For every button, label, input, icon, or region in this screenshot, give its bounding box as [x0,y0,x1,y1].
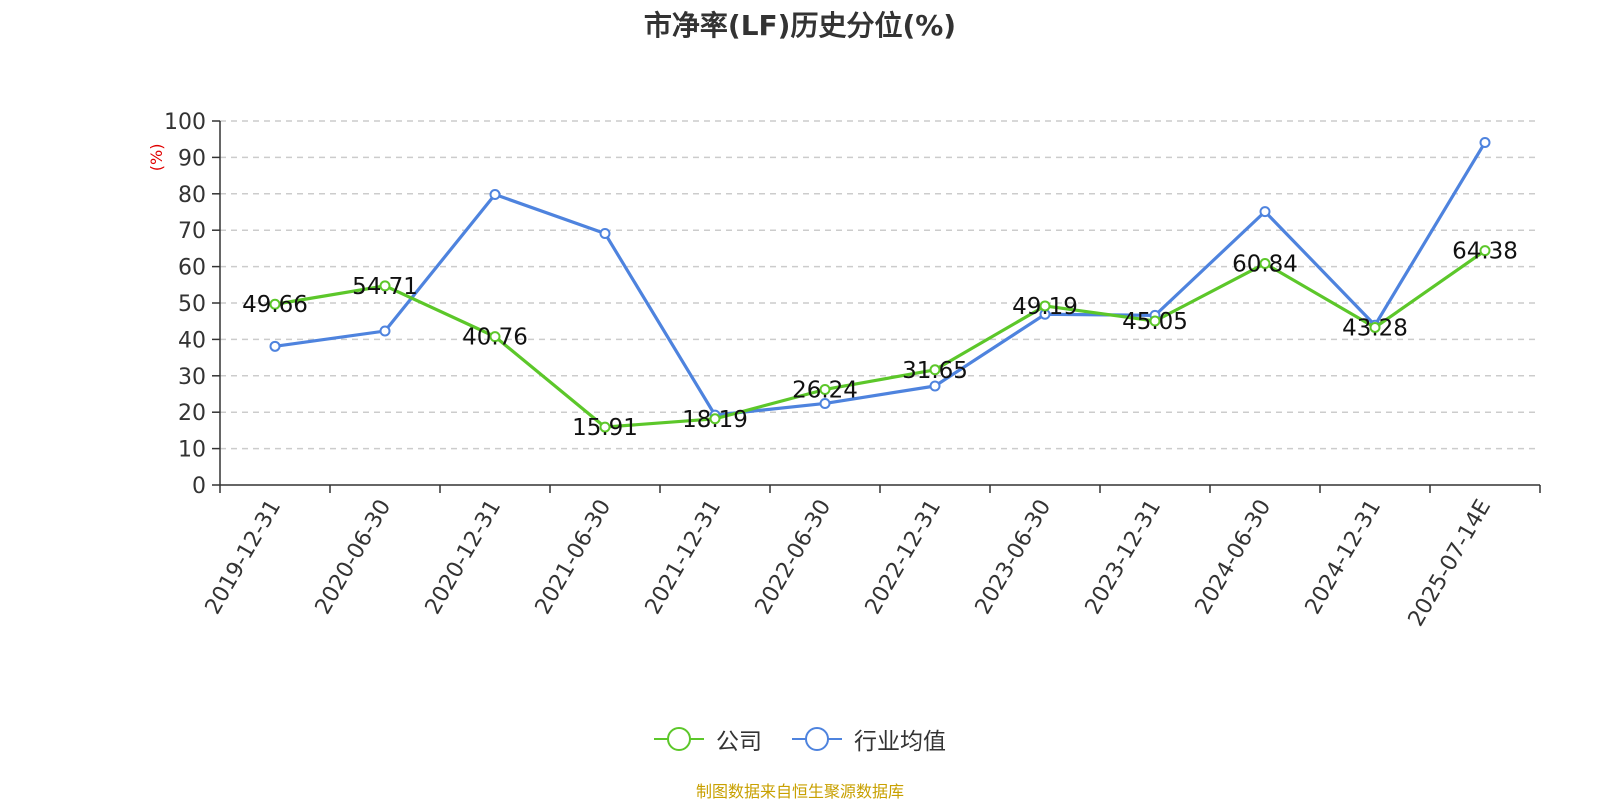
data-point [269,298,281,310]
x-tick-label: 2024-12-31 [1301,496,1387,619]
data-label: 26.24 [792,377,858,403]
y-tick-label: 40 [178,328,206,353]
axes: 0 10 20 30 40 50 60 70 80 90 100 (%) 2019-12-31 2020-… [147,110,1541,631]
data-point [489,189,501,201]
data-point [929,364,941,376]
data-point [819,383,831,395]
x-tick-label: 2020-06-30 [311,496,397,619]
data-label: 54.71 [352,274,418,300]
legend-label-company: 公司 [716,729,762,755]
series-industry-average [269,136,1491,421]
data-point [599,421,611,433]
series-lines [269,136,1491,433]
y-tick-label: 90 [178,146,206,171]
data-label: 49.19 [1012,294,1078,320]
y-tick-label: 50 [178,292,206,317]
y-tick-label: 80 [178,183,206,208]
legend-label-industry-average: 行业均值 [854,729,946,755]
x-tick-label: 2019-12-31 [201,496,287,619]
x-tick-label: 2025-07-14E [1404,496,1497,631]
chart-title: 市净率(LF)历史分位(%) [643,9,957,42]
y-tick-label: 60 [178,256,206,281]
data-point [379,325,391,337]
data-label: 31.65 [902,358,968,384]
source-note: 制图数据来自恒生聚源数据库 [695,782,904,801]
series-line [274,249,1486,429]
y-tick-label: 10 [178,438,206,463]
y-tick-label: 100 [164,110,206,135]
legend-item-company[interactable]: 公司 [654,722,762,756]
data-point [929,380,941,392]
data-point [1039,300,1051,312]
data-point [1259,258,1271,270]
x-tick-label: 2023-06-30 [971,496,1057,619]
data-labels: 49.66 54.71 40.76 15.91 18.19 26.24 31.65 49.19… [242,239,1518,441]
data-label: 18.19 [682,407,748,433]
x-tick-label: 2022-06-30 [751,496,837,619]
legend-swatch-industry-average [792,727,842,751]
data-point [489,331,501,343]
legend-swatch-company [654,727,704,751]
data-point [1479,245,1491,257]
y-axis-label: (%) [147,144,166,172]
data-point [709,413,721,425]
x-tick-label: 2021-06-30 [531,496,617,619]
data-point [379,280,391,292]
x-tick-label: 2021-12-31 [641,496,727,619]
data-point [1259,206,1271,218]
y-tick-label: 70 [178,219,206,244]
data-label: 60.84 [1232,252,1298,278]
series-company [269,245,1491,433]
data-label: 64.38 [1452,239,1518,265]
data-point [819,397,831,409]
legend-item-industry-average[interactable]: 行业均值 [792,722,946,756]
y-tick-label: 0 [192,474,206,499]
data-point [269,340,281,352]
data-point [1479,136,1491,148]
legend: 公司 行业均值 [0,722,1600,756]
data-point [599,227,611,239]
data-point [1369,321,1381,333]
data-label: 40.76 [462,325,528,351]
data-label: 45.05 [1122,309,1188,335]
y-tick-label: 30 [178,365,206,390]
series-line [274,141,1487,417]
data-label: 15.91 [572,415,638,441]
x-tick-label: 2022-12-31 [861,496,947,619]
x-tick-label: 2020-12-31 [421,496,507,619]
x-tick-label: 2024-06-30 [1191,496,1277,619]
x-tick-label: 2023-12-31 [1081,496,1167,619]
data-point [1149,315,1161,327]
y-tick-label: 20 [178,401,206,426]
gridlines [220,120,1540,450]
data-label: 49.66 [242,292,308,318]
data-label: 43.28 [1342,315,1408,341]
